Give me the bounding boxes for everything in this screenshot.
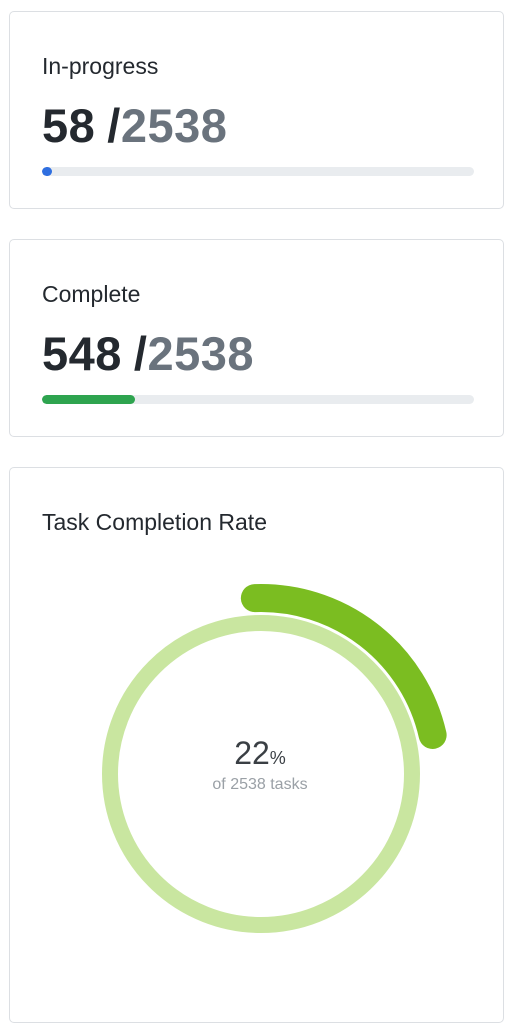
- completion-gauge: [102, 584, 447, 933]
- complete-card: Complete 548/2538: [9, 239, 504, 437]
- complete-count: 548: [42, 327, 122, 380]
- in-progress-bar-fill: [42, 167, 52, 176]
- completion-rate-card: Task Completion Rate 22% of 2538 tasks: [9, 467, 504, 1023]
- complete-separator: /: [133, 327, 148, 380]
- in-progress-stat: 58/2538: [42, 98, 227, 154]
- gauge-percent-value: 22: [234, 735, 270, 771]
- in-progress-card: In-progress 58/2538: [9, 11, 504, 209]
- gauge-ring: [102, 615, 420, 933]
- in-progress-bar: [42, 167, 474, 176]
- in-progress-separator: /: [107, 99, 121, 152]
- in-progress-total: 2538: [120, 99, 228, 152]
- in-progress-count: 58: [42, 99, 96, 152]
- complete-stat: 548/2538: [42, 326, 254, 382]
- gauge-percent: 22%: [160, 736, 360, 775]
- gauge-percent-unit: %: [269, 748, 286, 768]
- complete-total: 2538: [147, 327, 255, 380]
- gauge-center-label: 22% of 2538 tasks: [160, 736, 360, 795]
- in-progress-title: In-progress: [42, 53, 159, 79]
- completion-rate-title: Task Completion Rate: [42, 509, 267, 535]
- complete-bar-fill: [42, 395, 136, 404]
- complete-bar: [42, 395, 474, 404]
- complete-title: Complete: [42, 281, 141, 307]
- gauge-progress-arc: [240, 584, 447, 750]
- gauge-subtitle: of 2538 tasks: [212, 776, 308, 793]
